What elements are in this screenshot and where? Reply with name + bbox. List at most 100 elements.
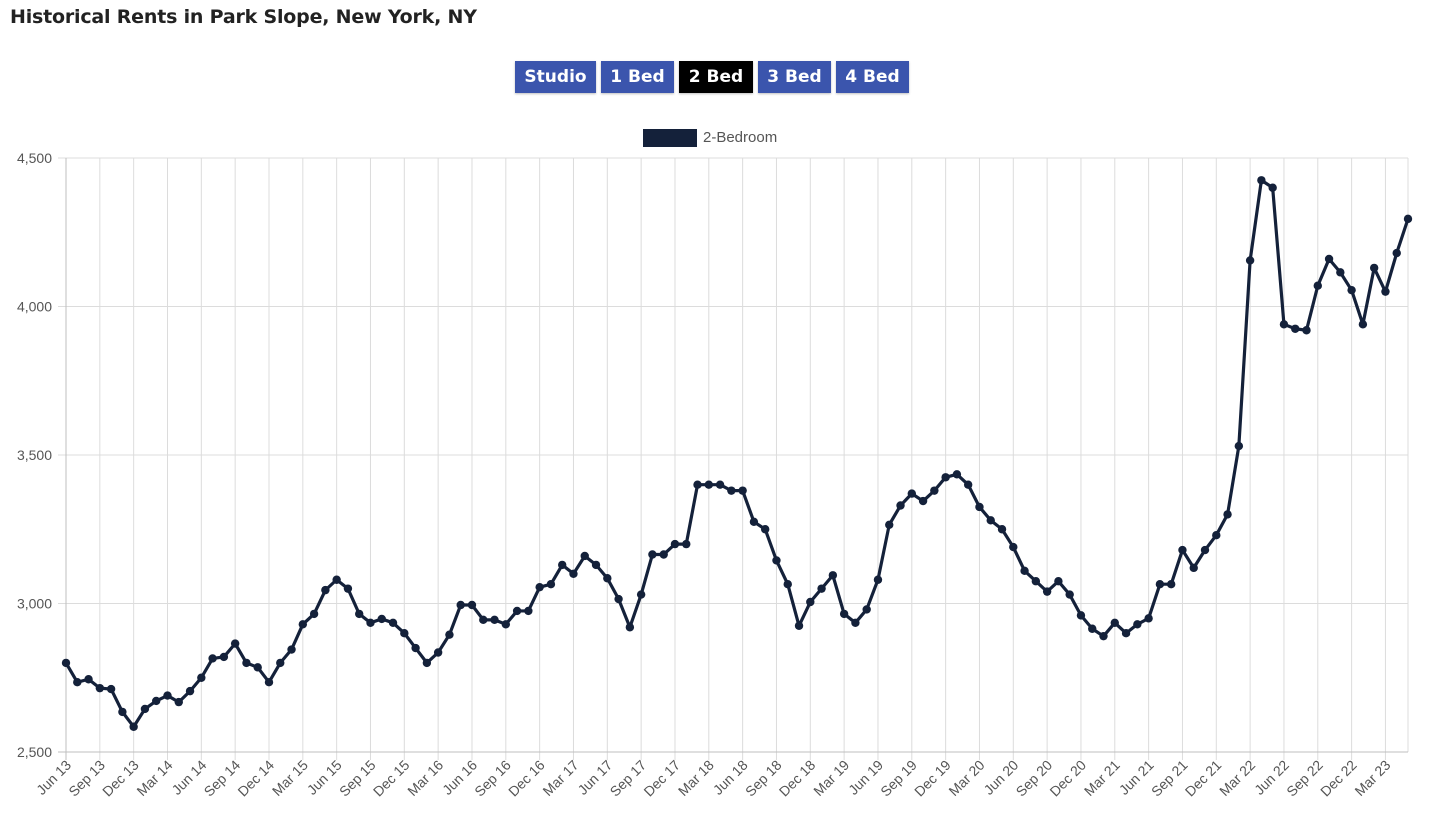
data-point[interactable] [1302, 326, 1311, 335]
data-point[interactable] [433, 648, 443, 657]
data-point[interactable] [1336, 268, 1345, 277]
data-point[interactable] [704, 480, 714, 489]
data-point[interactable] [625, 623, 635, 632]
data-point[interactable] [1189, 563, 1198, 573]
data-point[interactable] [422, 658, 432, 668]
data-point[interactable] [1020, 566, 1029, 576]
data-point[interactable] [727, 486, 736, 495]
4-bed-button[interactable]: 4 Bed [836, 61, 909, 93]
data-point[interactable] [806, 597, 815, 607]
data-point[interactable] [1403, 214, 1413, 224]
data-point[interactable] [309, 609, 319, 619]
data-point[interactable] [862, 605, 871, 614]
data-point[interactable] [952, 470, 962, 479]
data-point[interactable] [388, 618, 398, 628]
data-point[interactable] [535, 582, 544, 592]
data-point[interactable] [1065, 590, 1074, 599]
data-point[interactable] [276, 658, 285, 668]
data-point[interactable] [152, 696, 161, 706]
data-point[interactable] [355, 609, 364, 619]
data-point[interactable] [963, 480, 973, 489]
data-point[interactable] [467, 600, 477, 610]
data-point[interactable] [670, 539, 680, 549]
data-point[interactable] [1313, 281, 1322, 290]
data-point[interactable] [445, 630, 454, 639]
3-bed-button[interactable]: 3 Bed [758, 61, 831, 93]
data-point[interactable] [95, 683, 105, 693]
studio-button[interactable]: Studio [515, 61, 596, 93]
data-point[interactable] [930, 486, 939, 495]
data-point[interactable] [512, 606, 522, 616]
data-point[interactable] [1042, 587, 1052, 596]
data-point[interactable] [546, 580, 556, 589]
data-point[interactable] [693, 480, 702, 489]
data-point[interactable] [174, 697, 183, 707]
data-point[interactable] [1381, 287, 1390, 296]
data-point[interactable] [1009, 542, 1018, 552]
data-point[interactable] [1245, 256, 1255, 265]
data-point[interactable] [208, 654, 217, 663]
data-point[interactable] [524, 606, 533, 616]
data-point[interactable] [185, 686, 195, 696]
data-point[interactable] [1291, 324, 1300, 333]
data-point[interactable] [400, 629, 409, 638]
data-point[interactable] [1099, 631, 1108, 641]
2-bed-button[interactable]: 2 Bed [679, 61, 753, 93]
data-point[interactable] [490, 615, 499, 625]
data-point[interactable] [896, 501, 905, 510]
data-point[interactable] [456, 600, 465, 610]
data-point[interactable] [986, 516, 995, 525]
data-point[interactable] [580, 551, 589, 561]
data-point[interactable] [997, 525, 1007, 534]
data-point[interactable] [163, 691, 172, 700]
data-point[interactable] [603, 574, 612, 583]
data-point[interactable] [659, 550, 668, 559]
data-point[interactable] [253, 663, 262, 672]
data-point[interactable] [343, 584, 353, 593]
data-point[interactable] [242, 658, 251, 668]
data-point[interactable] [839, 609, 849, 619]
data-point[interactable] [1234, 441, 1244, 451]
data-point[interactable] [828, 571, 838, 580]
data-point[interactable] [321, 585, 330, 595]
data-point[interactable] [738, 486, 747, 495]
data-point[interactable] [118, 707, 127, 717]
data-point[interactable] [794, 621, 804, 630]
data-point[interactable] [287, 645, 296, 654]
data-point[interactable] [106, 684, 116, 694]
data-point[interactable] [73, 678, 82, 687]
data-point[interactable] [501, 620, 511, 629]
data-point[interactable] [783, 580, 792, 589]
data-point[interactable] [907, 489, 916, 498]
data-point[interactable] [1392, 248, 1401, 258]
data-point[interactable] [941, 473, 950, 482]
data-point[interactable] [569, 569, 578, 578]
data-point[interactable] [715, 480, 725, 489]
data-point[interactable] [648, 550, 657, 559]
data-point[interactable] [975, 502, 984, 512]
data-point[interactable] [219, 652, 229, 662]
data-point[interactable] [772, 556, 781, 565]
data-point[interactable] [1369, 263, 1379, 273]
data-point[interactable] [760, 525, 770, 534]
data-point[interactable] [1121, 629, 1131, 638]
data-point[interactable] [197, 673, 206, 682]
data-point[interactable] [591, 560, 601, 570]
data-point[interactable] [749, 517, 759, 527]
data-point[interactable] [411, 643, 420, 653]
data-point[interactable] [1212, 530, 1221, 540]
data-point[interactable] [1358, 320, 1368, 329]
data-point[interactable] [366, 618, 375, 628]
data-point[interactable] [1166, 580, 1176, 589]
data-point[interactable] [1031, 577, 1041, 586]
data-point[interactable] [1200, 545, 1210, 555]
data-point[interactable] [1257, 176, 1266, 185]
data-point[interactable] [873, 575, 883, 584]
data-point[interactable] [1110, 618, 1119, 628]
data-point[interactable] [885, 520, 894, 529]
data-point[interactable] [918, 496, 928, 506]
data-point[interactable] [1279, 320, 1289, 329]
data-point[interactable] [1347, 285, 1356, 295]
data-point[interactable] [682, 539, 691, 549]
data-point[interactable] [1178, 545, 1187, 555]
